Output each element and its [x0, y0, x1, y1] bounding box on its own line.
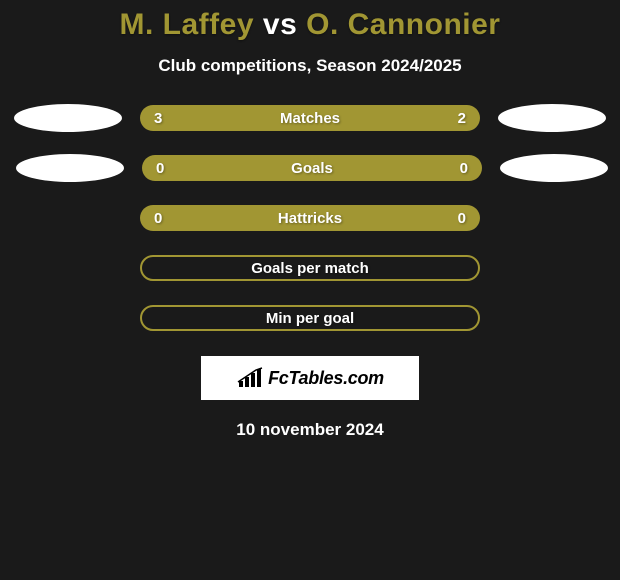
stat-bar: Goals per match — [140, 255, 480, 281]
stat-label: Goals — [291, 160, 333, 177]
vs-text: vs — [263, 8, 297, 41]
right-ellipse — [500, 154, 608, 182]
chart-icon — [236, 367, 264, 389]
player1-name: M. Laffey — [120, 8, 255, 41]
stat-bar: 0 Goals 0 — [142, 155, 482, 181]
stat-right-value: 0 — [438, 160, 468, 177]
stat-row: 0 Hattricks 0 — [0, 204, 620, 232]
comparison-card: M. Laffey vs O. Cannonier Club competiti… — [0, 0, 620, 440]
stat-left-value: 0 — [156, 160, 186, 177]
stat-bar: 0 Hattricks 0 — [140, 205, 480, 231]
stat-row: Min per goal — [0, 304, 620, 332]
brand-logo: FcTables.com — [201, 356, 419, 400]
stat-label: Goals per match — [251, 260, 369, 277]
stat-bar: Min per goal — [140, 305, 480, 331]
stats-list: 3 Matches 2 0 Goals 0 0 Hattricks 0 Goals per mat… — [0, 104, 620, 332]
stat-label: Hattricks — [278, 210, 342, 227]
subtitle: Club competitions, Season 2024/2025 — [0, 56, 620, 76]
stat-row: Goals per match — [0, 254, 620, 282]
stat-label: Min per goal — [266, 310, 354, 327]
player2-name: O. Cannonier — [306, 8, 500, 41]
stat-bar: 3 Matches 2 — [140, 105, 480, 131]
page-title: M. Laffey vs O. Cannonier — [0, 8, 620, 42]
stat-row: 3 Matches 2 — [0, 104, 620, 132]
stat-label: Matches — [280, 110, 340, 127]
left-ellipse — [16, 154, 124, 182]
stat-row: 0 Goals 0 — [0, 154, 620, 182]
stat-right-value: 2 — [436, 110, 466, 127]
stat-left-value: 0 — [154, 210, 184, 227]
date-text: 10 november 2024 — [0, 420, 620, 440]
right-ellipse — [498, 104, 606, 132]
left-ellipse — [14, 104, 122, 132]
stat-left-value: 3 — [154, 110, 184, 127]
stat-right-value: 0 — [436, 210, 466, 227]
brand-text: FcTables.com — [268, 368, 384, 389]
